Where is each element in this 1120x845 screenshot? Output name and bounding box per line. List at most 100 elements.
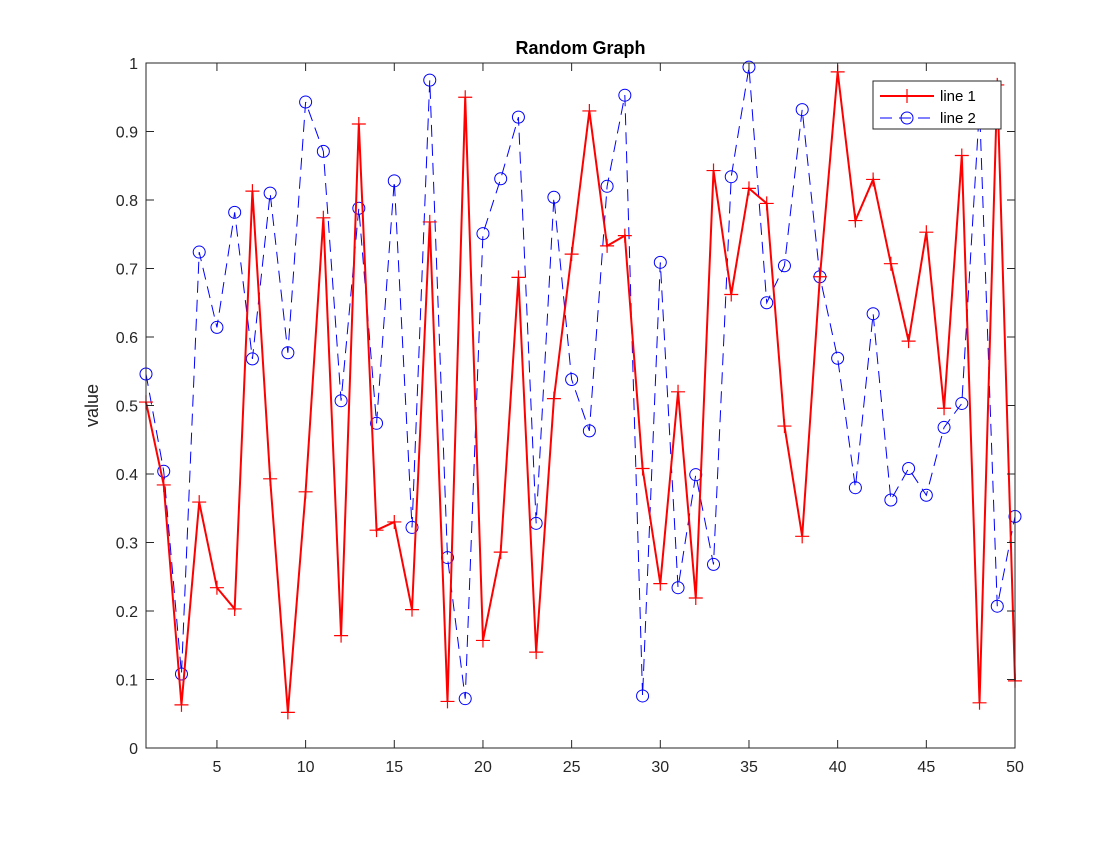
- data-point: [281, 346, 295, 360]
- data-point: [901, 334, 916, 349]
- data-point: [777, 419, 792, 434]
- data-point: [263, 471, 278, 486]
- data-point: [812, 269, 827, 284]
- data-point: [706, 163, 721, 178]
- legend-circle-marker: [900, 111, 914, 125]
- x-tick-label: 20: [474, 759, 492, 776]
- x-tick-label: 40: [829, 759, 847, 776]
- y-tick-label: 0.4: [116, 467, 138, 484]
- x-tick-label: 30: [651, 759, 669, 776]
- x-tick-label: 5: [212, 759, 221, 776]
- data-point: [777, 259, 791, 273]
- data-point: [511, 110, 525, 124]
- series-line-2: [139, 60, 1022, 706]
- chart-title: Random Graph: [515, 38, 645, 58]
- data-point: [245, 352, 259, 366]
- legend-line-2-marker: [900, 111, 914, 125]
- data-point: [955, 396, 969, 410]
- legend: line 1 line 2: [872, 80, 1002, 130]
- y-tick-label: 0.7: [116, 262, 138, 279]
- data-point: [156, 477, 171, 492]
- data-point: [724, 287, 739, 302]
- plot-area: [146, 63, 1015, 748]
- axes-layer: 5 10 15 20 25 30 35 40 45 50 0 0.1 0.2 0.3 0.4 0.5 0.6 0.…: [116, 56, 1024, 776]
- data-point: [157, 464, 171, 478]
- data-point: [582, 424, 596, 438]
- x-tick-label: 10: [297, 759, 315, 776]
- legend-label-line-2: line 2: [940, 110, 976, 127]
- data-point: [192, 495, 207, 510]
- data-point: [529, 645, 544, 660]
- data-point: [227, 601, 242, 616]
- data-point: [192, 245, 206, 259]
- data-point: [210, 320, 224, 334]
- data-point: [245, 184, 260, 199]
- data-point: [334, 628, 349, 643]
- series-line-line-2: [145, 67, 1016, 699]
- legend-label-line-1: line 1: [940, 88, 976, 105]
- data-point: [423, 73, 437, 87]
- data-point: [671, 581, 685, 595]
- data-point: [228, 205, 242, 219]
- y-tick-label: 0.1: [116, 673, 138, 690]
- data-point: [351, 116, 366, 131]
- x-tick-label: 25: [563, 759, 581, 776]
- data-point: [618, 88, 632, 102]
- y-tick-label: 0.2: [116, 604, 138, 621]
- data-point: [547, 190, 561, 204]
- x-tick-label: 45: [917, 759, 935, 776]
- data-point: [369, 523, 384, 538]
- data-point: [831, 351, 845, 365]
- data-point: [600, 238, 615, 253]
- data-point: [458, 90, 473, 105]
- data-point: [866, 307, 880, 321]
- data-point: [298, 484, 313, 499]
- data-point: [919, 488, 933, 502]
- x-tick-label: 15: [385, 759, 403, 776]
- data-point: [866, 172, 881, 187]
- series-layer: [139, 60, 1022, 720]
- data-point: [316, 210, 331, 225]
- data-point: [688, 590, 703, 605]
- y-tick-label: 0: [129, 741, 138, 758]
- data-point: [565, 372, 579, 386]
- data-point: [795, 529, 810, 544]
- y-axis-label: value: [82, 384, 102, 427]
- data-point: [884, 493, 898, 507]
- data-point: [174, 667, 188, 681]
- y-tick-label: 0.6: [116, 330, 138, 347]
- data-point: [902, 462, 916, 476]
- data-point: [742, 60, 756, 74]
- legend-plus-marker: [900, 89, 914, 103]
- data-point: [883, 256, 898, 271]
- data-point: [741, 181, 756, 196]
- data-point: [546, 391, 561, 406]
- x-tick-label: 50: [1006, 759, 1024, 776]
- data-point: [511, 270, 526, 285]
- y-tick-label: 1: [129, 56, 138, 73]
- data-point: [458, 692, 472, 706]
- data-point: [370, 416, 384, 430]
- data-point: [405, 602, 420, 617]
- data-point: [636, 689, 650, 703]
- data-point: [405, 520, 419, 534]
- data-point: [760, 296, 774, 310]
- data-point: [493, 545, 508, 560]
- x-tick-label: 35: [740, 759, 758, 776]
- data-point: [174, 697, 189, 712]
- data-point: [440, 694, 455, 709]
- data-point: [475, 633, 490, 648]
- data-point: [422, 214, 437, 229]
- data-point: [635, 461, 650, 476]
- y-tick-label: 0.5: [116, 399, 138, 416]
- data-point: [352, 201, 366, 215]
- data-point: [990, 599, 1004, 613]
- data-point: [937, 401, 952, 416]
- data-point: [848, 481, 862, 495]
- legend-box: [872, 80, 1002, 130]
- data-point: [280, 705, 295, 720]
- data-point: [494, 172, 508, 186]
- data-point: [334, 394, 348, 408]
